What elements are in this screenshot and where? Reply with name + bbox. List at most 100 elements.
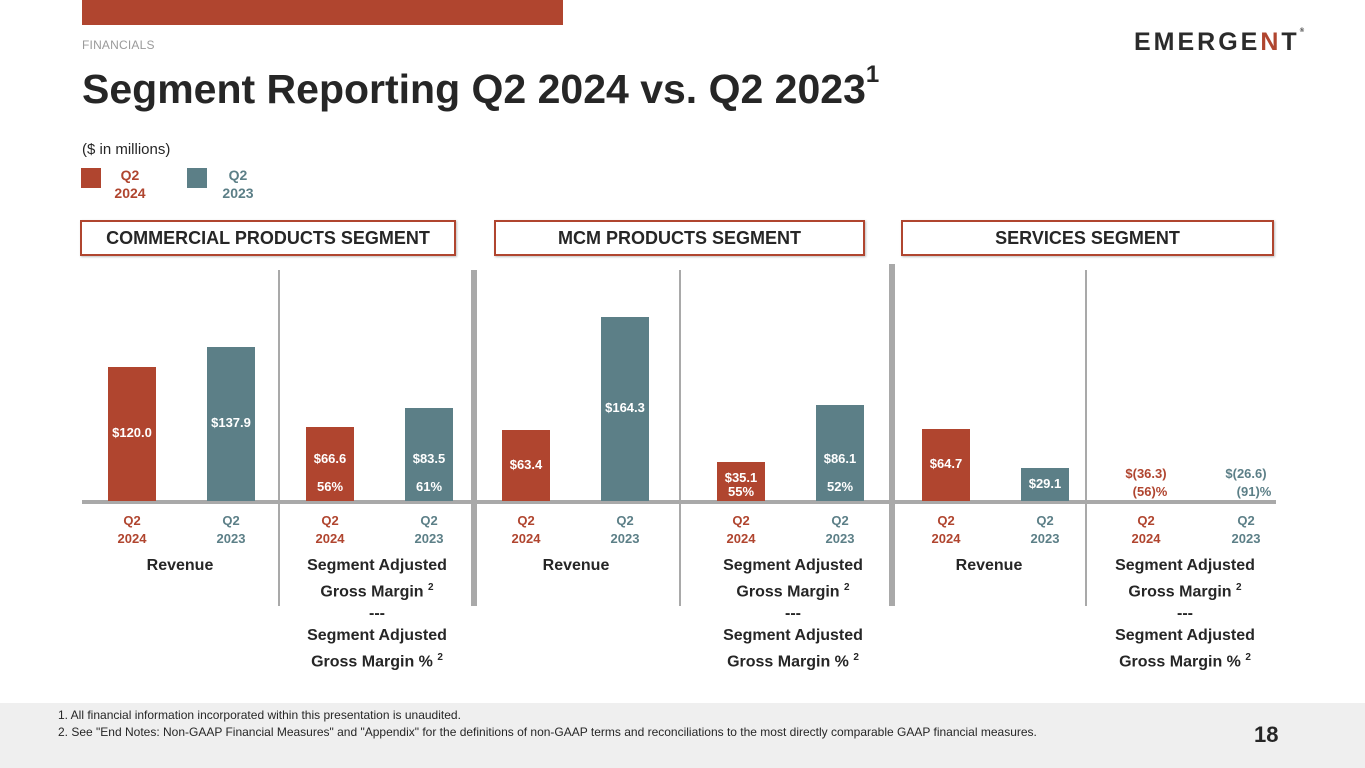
legend-label-q2-2023: Q2 2023 xyxy=(208,166,268,202)
group-divider xyxy=(679,270,681,606)
gmp-line1: Segment Adjusted xyxy=(1115,627,1255,645)
gm-line1: Segment Adjusted xyxy=(723,557,863,574)
segment-divider xyxy=(889,264,895,606)
bar-q2-2023 xyxy=(601,317,649,501)
category-label-revenue: Revenue xyxy=(486,555,666,577)
logo-text-pre: EMERGE xyxy=(1134,28,1261,56)
gmp-line2: Gross Margin % xyxy=(727,653,849,671)
tick-label-year: 2023 xyxy=(1030,531,1060,546)
gm-separator: --- xyxy=(1177,605,1193,623)
gmp-line2: Gross Margin % xyxy=(311,653,433,671)
bar-value-label: $29.1 xyxy=(1028,475,1062,491)
pct-label-negative: (56)% xyxy=(1132,484,1168,499)
legend-label-line2: 2024 xyxy=(114,185,146,201)
segment-header-services: SERVICES SEGMENT xyxy=(901,220,1274,256)
gm-footnote-marker: 2 xyxy=(1236,582,1242,593)
bar-q2-2024 xyxy=(502,430,550,501)
gm-line1: Segment Adjusted xyxy=(1115,557,1255,574)
tick-label-q2-2024: Q2 2024 xyxy=(916,512,976,548)
footer: 1. All financial information incorporate… xyxy=(0,703,1365,768)
category-label-gross-margin: Segment Adjusted Gross Margin 2 --- Segm… xyxy=(1095,555,1275,674)
tick-label-year: 2023 xyxy=(1231,531,1261,546)
gmp-line2: Gross Margin % xyxy=(1119,653,1241,671)
bar-value-label: $83.5 xyxy=(412,451,446,466)
page-title-text: Segment Reporting Q2 2024 vs. Q2 2023 xyxy=(82,66,866,112)
category-label-revenue: Revenue xyxy=(899,555,1079,577)
bar-pct-label: 56% xyxy=(316,479,344,494)
title-footnote-marker: 1 xyxy=(865,61,880,89)
registered-mark: ® xyxy=(1299,28,1305,34)
tick-label-q2-2023: Q2 2023 xyxy=(1216,512,1276,548)
tick-label-year: 2023 xyxy=(825,531,855,546)
tick-label-q2-2023: Q2 2023 xyxy=(595,512,655,548)
footnote-1: 1. All financial information incorporate… xyxy=(58,708,461,722)
bar-pct-label: 52% xyxy=(826,479,854,494)
tick-label-q2-2024: Q2 2024 xyxy=(1116,512,1176,548)
bar-q2-2024 xyxy=(922,428,970,501)
page-number: 18 xyxy=(1254,722,1279,747)
legend-swatch-q2-2024 xyxy=(81,168,101,188)
gm-separator: --- xyxy=(369,605,385,623)
bar-q2-2024 xyxy=(306,426,354,501)
bar-q2-2023 xyxy=(1021,468,1069,501)
gm-line2: Gross Margin xyxy=(320,583,424,601)
bar-q2-2024 xyxy=(108,366,156,501)
tick-label-year: 2024 xyxy=(511,531,541,546)
legend-label-line1: Q2 xyxy=(120,167,140,183)
segment-header-commercial: COMMERCIAL PRODUCTS SEGMENT xyxy=(80,220,456,256)
units-note: ($ in millions) xyxy=(82,141,171,158)
tick-label-q2-2023: Q2 2023 xyxy=(201,512,261,548)
gm-footnote-marker: 2 xyxy=(844,582,850,593)
tick-label-quarter: Q2 xyxy=(831,513,849,528)
top-accent-bar xyxy=(82,0,563,25)
legend-label-line1: Q2 xyxy=(228,167,248,183)
tick-label-quarter: Q2 xyxy=(1237,513,1255,528)
pct-label-negative: (91)% xyxy=(1236,484,1272,499)
bar-q2-2023 xyxy=(816,404,864,501)
revenue-label: Revenue xyxy=(955,557,1023,574)
logo-accent-letter: N xyxy=(1260,28,1282,56)
gmp-footnote-marker: 2 xyxy=(1245,652,1251,664)
baseline-mcm xyxy=(474,500,892,504)
tick-label-quarter: Q2 xyxy=(616,513,634,528)
legend-label-q2-2024: Q2 2024 xyxy=(100,166,160,202)
tick-label-q2-2023: Q2 2023 xyxy=(399,512,459,548)
gmp-footnote-marker: 2 xyxy=(437,652,443,664)
footnote-2: 2. See "End Notes: Non-GAAP Financial Me… xyxy=(58,725,1037,739)
category-label-gross-margin: Segment Adjusted Gross Margin 2 --- Segm… xyxy=(287,555,467,674)
segment-header-mcm: MCM PRODUCTS SEGMENT xyxy=(494,220,865,256)
legend-label-line2: 2023 xyxy=(222,185,254,201)
gmp-line1: Segment Adjusted xyxy=(307,627,447,645)
legend-swatch-q2-2023 xyxy=(187,168,207,188)
bar-q2-2023 xyxy=(207,346,255,501)
baseline-services xyxy=(892,500,1276,504)
tick-label-quarter: Q2 xyxy=(517,513,535,528)
category-label-revenue: Revenue xyxy=(90,555,270,577)
tick-label-year: 2024 xyxy=(1131,531,1161,546)
category-label-gross-margin: Segment Adjusted Gross Margin 2 --- Segm… xyxy=(703,555,883,674)
bar-value-label: $164.3 xyxy=(605,400,645,416)
bar-pct-label: 61% xyxy=(415,479,443,494)
tick-label-quarter: Q2 xyxy=(937,513,955,528)
tick-label-q2-2024: Q2 2024 xyxy=(496,512,556,548)
tick-label-year: 2024 xyxy=(726,531,756,546)
bar-value-label: $35.1 xyxy=(724,469,758,485)
section-label: FINANCIALS xyxy=(82,38,155,52)
value-label-negative: $(26.6) xyxy=(1225,466,1267,481)
bar-value-label: $137.9 xyxy=(211,414,251,430)
tick-label-year: 2023 xyxy=(414,531,444,546)
tick-label-quarter: Q2 xyxy=(321,513,339,528)
bar-q2-2024 xyxy=(717,461,765,501)
group-divider xyxy=(1085,270,1087,606)
bar-value-label: $86.1 xyxy=(823,451,857,466)
bar-value-label: $66.6 xyxy=(313,451,347,466)
tick-label-q2-2023: Q2 2023 xyxy=(1015,512,1075,548)
tick-label-quarter: Q2 xyxy=(420,513,438,528)
value-label-negative: $(36.3) xyxy=(1125,466,1167,481)
gm-line2: Gross Margin xyxy=(736,583,840,601)
tick-label-q2-2024: Q2 2024 xyxy=(711,512,771,548)
tick-label-q2-2023: Q2 2023 xyxy=(810,512,870,548)
tick-label-quarter: Q2 xyxy=(1137,513,1155,528)
bar-q2-2023 xyxy=(405,407,453,501)
tick-label-quarter: Q2 xyxy=(732,513,750,528)
